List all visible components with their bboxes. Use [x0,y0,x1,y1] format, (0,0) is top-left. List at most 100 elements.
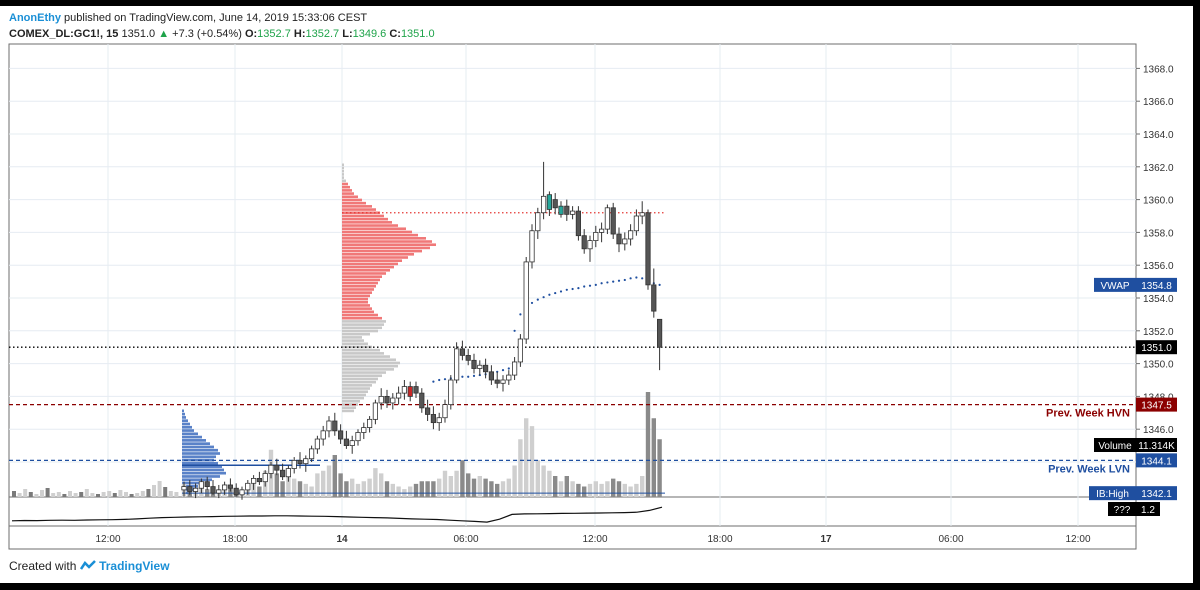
profile-bar [342,387,370,390]
profile-bar-blue [182,478,212,482]
profile-bar [342,409,354,413]
vwap-dot [438,378,441,382]
volume-bar [56,492,61,497]
profile-bar [342,221,392,224]
volume-bar [541,465,546,497]
profile-bar-blue [182,435,202,439]
profile-bar [342,361,400,365]
x-tick-label: 17 [820,534,832,545]
vwap-dot [635,276,638,279]
candle-body [308,448,315,460]
vwap-dot [507,367,510,370]
candle-body [471,359,477,369]
candle-body [546,194,553,210]
volume-bar [228,486,233,497]
profile-bar [342,259,402,262]
volume-bar [593,481,598,497]
candle-body [459,348,466,356]
profile-bar [342,217,388,221]
profile-bar [342,233,418,237]
candle-body [622,238,628,245]
volume-bar [355,483,361,497]
candle-body [198,481,204,489]
profile-bar [342,185,350,189]
profile-bar [342,332,370,336]
candle-body [570,210,576,215]
volume-bar [553,476,558,497]
profile-bar [342,291,372,294]
profile-bar-blue [182,429,194,432]
profile-bar [342,272,386,275]
y-tick-label: 1366.0 [1143,97,1174,108]
profile-bar [342,320,386,323]
volume-bar [576,483,581,497]
vwap-dot [571,287,574,291]
profile-bar [342,240,432,243]
profile-bar [342,275,382,278]
candle-body [442,404,448,419]
volume-bar [373,468,378,497]
candle-body [419,392,425,409]
lvn-price-box: 1344.1 [1141,456,1172,467]
candle-body [500,379,506,384]
candle-body [361,427,367,433]
volume-bar [286,476,291,497]
profile-bar [342,227,406,231]
profile-bar [342,329,378,333]
volume-bar [303,483,308,497]
profile-bar-blue [182,448,218,452]
candle-body [285,468,292,478]
volume-bar [466,473,471,497]
profile-bar-blue [182,481,204,485]
profile-bar-blue [182,416,186,419]
profile-bar [342,205,372,208]
candle-body [436,417,442,424]
candle-body [593,231,599,241]
candle-body [216,489,222,494]
candle-body [221,484,228,491]
tradingview-brand[interactable]: TradingView [99,559,170,573]
volume-bar [570,481,575,497]
vwap-label-bg [1094,277,1136,292]
indicator-line [11,506,663,523]
chart-svg[interactable]: 1344.01346.01348.01350.01352.01354.01356… [0,6,1193,583]
profile-bar [342,278,380,282]
candle-body [604,207,611,230]
candle-body [558,205,564,215]
volume-bar [274,473,279,497]
volume-value-bg [1136,438,1177,452]
profile-bar [342,297,368,301]
volume-bar [390,483,395,497]
volume-bar [500,481,506,497]
candle-body [303,458,309,465]
volume-bar [309,486,314,497]
symbol-label[interactable]: COMEX_DL:GC1!, 15 [9,28,119,40]
x-tick-label: 12:00 [582,534,607,545]
vwap-dot [577,287,580,290]
profile-bar [342,374,382,378]
profile-bar [342,313,378,317]
volume-bar [84,489,89,497]
profile-bar [342,214,384,218]
vwap-dot [559,290,563,293]
profile-bar-blue [182,452,220,455]
candle-body [529,230,535,263]
grid [9,44,1136,526]
username[interactable]: AnonEthy [9,12,61,24]
volume-bar [535,460,540,497]
volume-bar [379,473,384,497]
vwap-dot [641,277,644,280]
volume-bar [419,481,424,497]
profile-bar [342,294,370,298]
volume-bar [107,491,112,497]
volume-bar [547,470,552,497]
chart-page: 1344.01346.01348.01350.01352.01354.01356… [0,6,1193,583]
profile-bar [342,169,344,173]
volume-bar [34,494,39,497]
close-value: 1351.0 [400,28,435,40]
volume-bar [90,493,95,497]
candle-body [245,482,251,491]
open-value: 1352.7 [257,28,291,40]
volume-bar [68,491,72,497]
volume-bar [448,476,453,497]
